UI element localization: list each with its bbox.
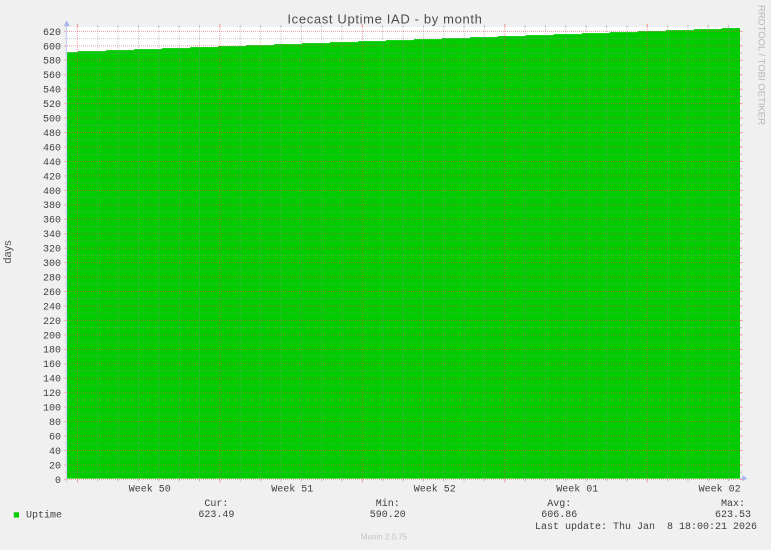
svg-text:600: 600 <box>43 42 61 53</box>
svg-text:Icecast Uptime IAD - by month: Icecast Uptime IAD - by month <box>287 12 482 27</box>
svg-text:Avg:: Avg: <box>547 499 571 510</box>
svg-text:days: days <box>2 240 14 264</box>
svg-text:40: 40 <box>49 447 61 458</box>
svg-text:Min:: Min: <box>376 498 400 510</box>
svg-text:Cur:: Cur: <box>204 499 228 510</box>
svg-text:RRDTOOL / TOBI OETIKER: RRDTOOL / TOBI OETIKER <box>755 5 766 125</box>
svg-text:340: 340 <box>43 230 61 241</box>
svg-text:580: 580 <box>43 57 61 68</box>
svg-text:500: 500 <box>43 115 61 126</box>
svg-text:200: 200 <box>43 331 61 342</box>
svg-text:560: 560 <box>43 71 61 82</box>
svg-text:20: 20 <box>49 461 61 472</box>
svg-text:420: 420 <box>43 172 61 183</box>
svg-text:320: 320 <box>43 245 61 256</box>
svg-text:620: 620 <box>43 28 61 39</box>
svg-text:0: 0 <box>55 476 61 487</box>
svg-text:Munin 2.0.75: Munin 2.0.75 <box>361 533 408 542</box>
svg-text:160: 160 <box>43 360 61 371</box>
svg-text:Max:: Max: <box>721 499 745 510</box>
svg-text:120: 120 <box>43 389 61 400</box>
svg-text:623.53: 623.53 <box>715 510 751 521</box>
svg-text:100: 100 <box>43 404 61 415</box>
svg-text:240: 240 <box>43 302 61 313</box>
svg-text:606.86: 606.86 <box>541 510 577 521</box>
svg-text:60: 60 <box>49 432 61 443</box>
svg-text:300: 300 <box>43 259 61 270</box>
svg-text:280: 280 <box>43 273 61 284</box>
svg-text:260: 260 <box>43 288 61 299</box>
svg-text:Uptime: Uptime <box>26 510 62 522</box>
svg-text:460: 460 <box>43 143 61 154</box>
svg-text:540: 540 <box>43 86 61 97</box>
svg-text:480: 480 <box>43 129 61 140</box>
svg-text:Week 02: Week 02 <box>699 484 741 496</box>
svg-text:590.20: 590.20 <box>370 510 406 521</box>
svg-text:220: 220 <box>43 317 61 328</box>
svg-text:80: 80 <box>49 418 61 429</box>
svg-text:520: 520 <box>43 100 61 111</box>
svg-text:140: 140 <box>43 375 61 386</box>
svg-text:623.49: 623.49 <box>198 510 234 521</box>
svg-text:180: 180 <box>43 346 61 357</box>
svg-text:360: 360 <box>43 216 61 227</box>
svg-text:Week 01: Week 01 <box>556 484 598 496</box>
svg-text:400: 400 <box>43 187 61 198</box>
svg-text:Week 50: Week 50 <box>129 484 171 496</box>
svg-text:Week 52: Week 52 <box>414 484 456 496</box>
svg-text:Week 51: Week 51 <box>271 484 313 496</box>
svg-text:380: 380 <box>43 201 61 212</box>
svg-text:440: 440 <box>43 158 61 169</box>
svg-text:Last update: Thu Jan 8 18:00:: Last update: Thu Jan 8 18:00:21 2026 <box>535 521 757 533</box>
